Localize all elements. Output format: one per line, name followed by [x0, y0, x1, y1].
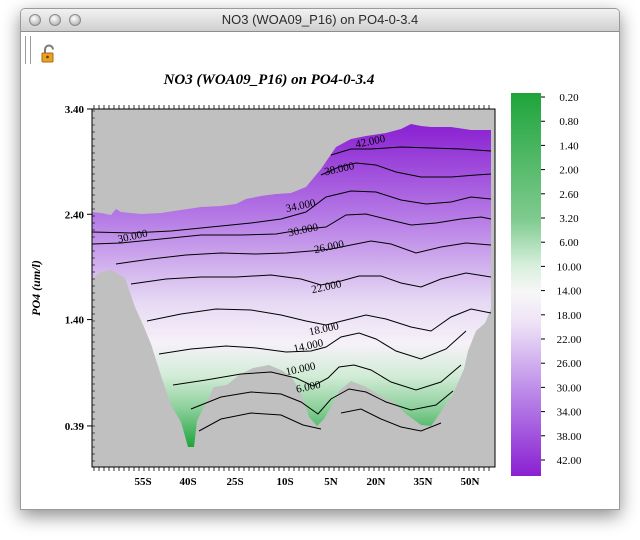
- title-bar[interactable]: NO3 (WOA09_P16) on PO4-0-3.4: [21, 9, 619, 32]
- colorbar-label: 34.00: [557, 407, 582, 419]
- contour-label: 6.000: [295, 379, 322, 396]
- toolbar-grip[interactable]: [25, 36, 31, 64]
- minimize-button[interactable]: [49, 14, 61, 26]
- contour-14: [158, 330, 467, 360]
- x-axis-ticks: 55S 40S 25S 10S 5N 20N 35N 50N: [134, 476, 479, 488]
- x-tick-label: 55S: [134, 476, 151, 488]
- colorbar-label: 38.00: [557, 431, 582, 443]
- x-tick-label: 20N: [367, 476, 386, 488]
- contour-38: [320, 162, 492, 178]
- colorbar-labels: 0.20 0.80 1.40 2.00 2.60 3.20 6.00 10.00 14.00 18…: [541, 92, 582, 467]
- lock-open-icon[interactable]: [39, 44, 59, 64]
- toolbar: [21, 32, 619, 68]
- colorbar-label: 42.00: [557, 455, 582, 467]
- y-tick-label: 3.40: [65, 104, 85, 116]
- colorbar-label: 3.20: [559, 213, 579, 225]
- colorbar-label: 14.00: [557, 286, 582, 298]
- y-tick-label: 1.40: [65, 315, 85, 327]
- y-axis-ticks: 3.40 2.40 1.40 0.39: [65, 104, 92, 433]
- contour-26: [115, 240, 492, 265]
- colorbar-label: 22.00: [557, 334, 582, 346]
- contour-3: [198, 408, 442, 432]
- contour-30: [92, 213, 492, 245]
- no3-field: [92, 124, 491, 447]
- colorbar-label: 2.00: [559, 165, 579, 177]
- contour-10: [172, 364, 462, 391]
- x-tick-label: 10S: [276, 476, 293, 488]
- colorbar: [511, 93, 541, 476]
- colorbar-label: 0.80: [559, 116, 579, 128]
- plot-area: NO3 (WOA09_P16) on PO4-0-3.4 42.00038.00…: [29, 72, 582, 488]
- colorbar-label: 0.20: [559, 92, 579, 104]
- chart-title: NO3 (WOA09_P16) on PO4-0-3.4: [163, 72, 375, 88]
- x-tick-label: 35N: [414, 476, 433, 488]
- y-tick-label: 0.39: [65, 421, 85, 433]
- contour-22: [130, 272, 492, 288]
- close-button[interactable]: [29, 14, 41, 26]
- minor-ticks: [92, 105, 490, 471]
- contour-18: [146, 308, 492, 332]
- plot-frame: [91, 108, 496, 468]
- application-window: NO3 (WOA09_P16) on PO4-0-3.4: [20, 8, 620, 510]
- x-tick-label: 50N: [461, 476, 480, 488]
- colorbar-label: 6.00: [559, 237, 579, 249]
- contour-34: [92, 190, 492, 234]
- zoom-button[interactable]: [69, 14, 81, 26]
- x-tick-label: 25S: [226, 476, 243, 488]
- x-tick-label: 40S: [179, 476, 196, 488]
- y-tick-label: 2.40: [65, 209, 85, 221]
- colorbar-label: 18.00: [557, 310, 582, 322]
- contour-42: [330, 146, 492, 156]
- contour-lines: [92, 146, 492, 432]
- colorbar-label: 1.40: [559, 140, 579, 152]
- window-title: NO3 (WOA09_P16) on PO4-0-3.4: [221, 12, 419, 27]
- colorbar-label: 10.00: [557, 261, 582, 273]
- x-tick-label: 5N: [324, 476, 338, 488]
- colorbar-label: 30.00: [557, 382, 582, 394]
- contour-6: [190, 388, 454, 415]
- colorbar-label: 26.00: [557, 358, 582, 370]
- colorbar-label: 2.60: [559, 189, 579, 201]
- y-axis-label: PO4 (um/l): [29, 260, 43, 316]
